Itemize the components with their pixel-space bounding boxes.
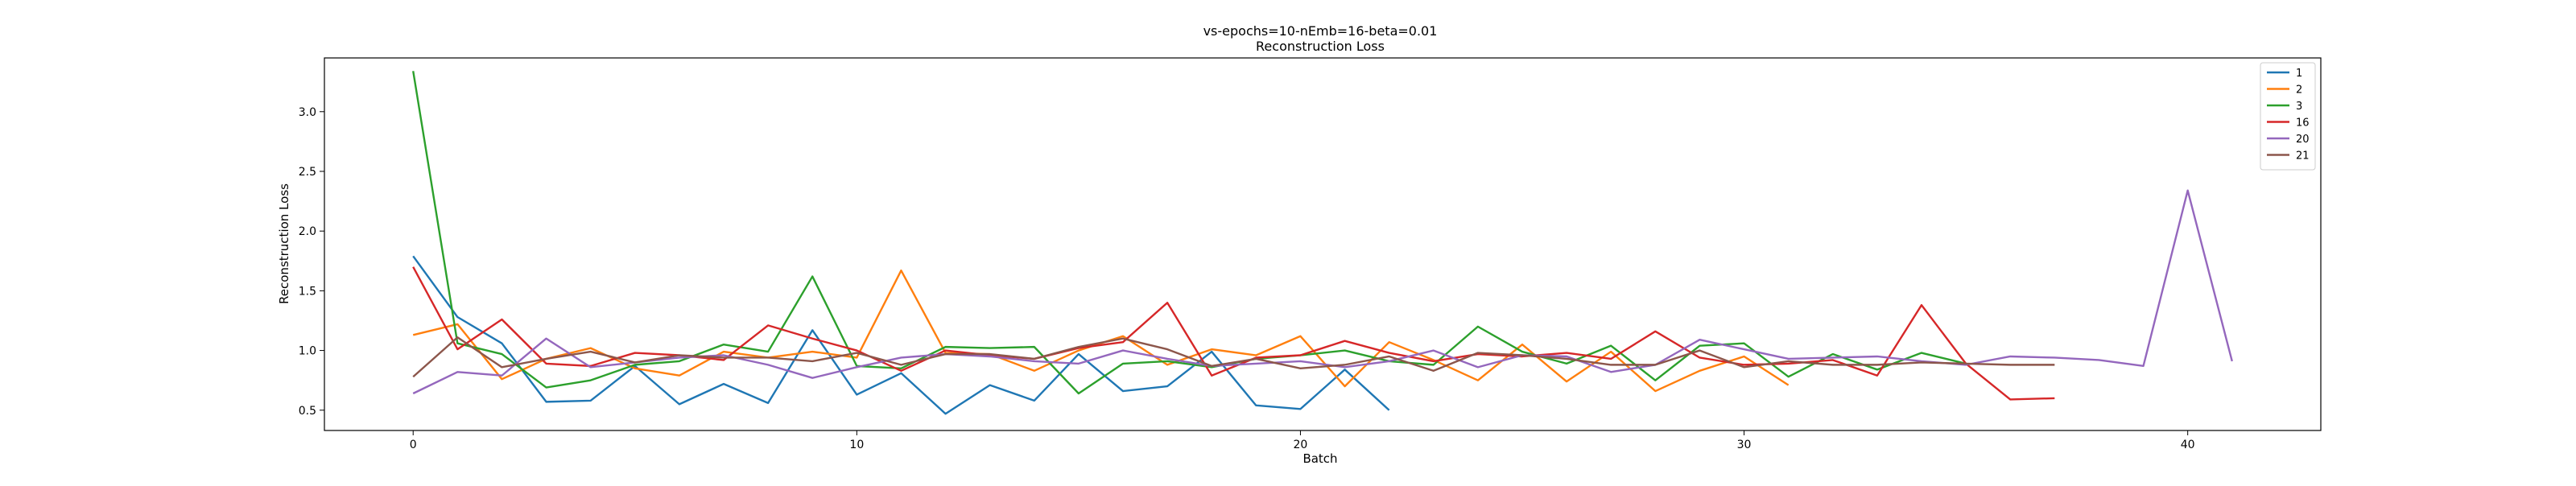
series-line-3 <box>412 71 1967 395</box>
y-tick-label: 3.0 <box>299 106 316 119</box>
y-tick-label: 1.0 <box>299 345 316 358</box>
chart-subtitle: Reconstruction Loss <box>1256 39 1385 54</box>
series-line-21 <box>412 336 2055 378</box>
y-tick-label: 0.5 <box>299 405 316 418</box>
axis-layer: 0 10 20 30 40 0.5 1.0 1.5 2.0 2.5 3.0 <box>299 106 2195 451</box>
y-tick-label: 1.5 <box>299 285 316 298</box>
legend-label-2: 2 <box>2296 84 2302 97</box>
legend-label-21: 21 <box>2296 150 2310 163</box>
legend-label-20: 20 <box>2296 134 2310 146</box>
legend-label-3: 3 <box>2296 101 2302 113</box>
plot-layer <box>412 71 2233 415</box>
x-tick-label: 0 <box>410 439 417 451</box>
x-tick-label: 20 <box>1294 439 1308 451</box>
legend-label-16: 16 <box>2296 117 2310 130</box>
y-axis-label: Reconstruction Loss <box>277 183 291 304</box>
legend-label-1: 1 <box>2296 68 2302 80</box>
x-tick-label: 30 <box>1737 439 1752 451</box>
y-tick-label: 2.0 <box>299 225 316 238</box>
plot-area-frame <box>324 57 2322 431</box>
x-axis-label: Batch <box>1302 451 1337 466</box>
legend: 1 2 3 16 20 21 <box>2260 62 2316 171</box>
y-tick-label: 2.5 <box>299 166 316 179</box>
chart-title: vs-epochs=10-nEmb=16-beta=0.01 <box>1203 23 1438 39</box>
x-tick-label: 40 <box>2181 439 2195 451</box>
x-tick-label: 10 <box>849 439 864 451</box>
